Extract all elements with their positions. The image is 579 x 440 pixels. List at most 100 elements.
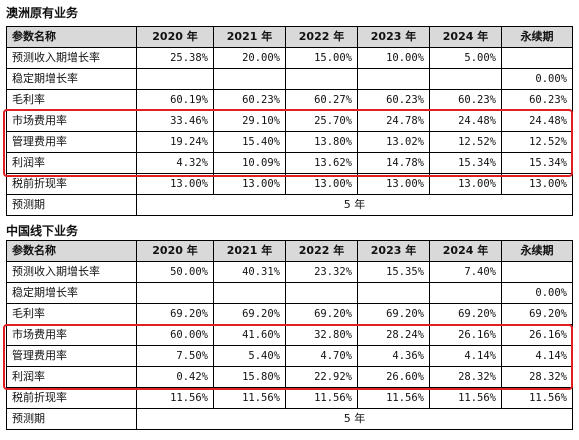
table-row-forecast: 预测期 5 年 (6, 194, 573, 216)
cell-value: 15.35% (357, 261, 430, 283)
header-year-2024: 2024 年 (429, 240, 502, 262)
cell-value: 25.38% (136, 47, 214, 69)
cell-value: 26.16% (429, 324, 502, 346)
table-header-row: 参数名称 2020 年 2021 年 2022 年 2023 年 2024 年 … (6, 240, 573, 262)
row-label: 预测期 (6, 194, 137, 216)
cell-value: 15.40% (213, 131, 286, 153)
cell-value: 0.00% (501, 282, 573, 304)
cell-value: 26.60% (357, 366, 430, 388)
parameter-table-china: 参数名称 2020 年 2021 年 2022 年 2023 年 2024 年 … (6, 240, 573, 430)
cell-value: 11.56% (136, 387, 214, 409)
cell-value: 13.00% (213, 173, 286, 195)
cell-value: 5.00% (429, 47, 502, 69)
cell-value: 26.16% (501, 324, 573, 346)
cell-value: 11.56% (357, 387, 430, 409)
header-year-2020: 2020 年 (136, 26, 214, 48)
cell-value (501, 47, 573, 69)
header-year-2021: 2021 年 (213, 240, 286, 262)
header-year-2023: 2023 年 (357, 26, 430, 48)
cell-value: 22.92% (285, 366, 358, 388)
cell-value: 7.50% (136, 345, 214, 367)
cell-value: 69.20% (213, 303, 286, 325)
table-header-row: 参数名称 2020 年 2021 年 2022 年 2023 年 2024 年 … (6, 26, 573, 48)
cell-value: 28.32% (429, 366, 502, 388)
cell-value: 4.32% (136, 152, 214, 174)
cell-value (429, 68, 502, 90)
cell-value: 41.60% (213, 324, 286, 346)
table-row: 税前折现率 13.00% 13.00% 13.00% 13.00% 13.00%… (6, 173, 573, 195)
cell-value (357, 282, 430, 304)
cell-value: 13.62% (285, 152, 358, 174)
cell-value: 14.78% (357, 152, 430, 174)
cell-value: 5.40% (213, 345, 286, 367)
cell-value: 11.56% (501, 387, 573, 409)
cell-value: 60.19% (136, 89, 214, 111)
table-row: 稳定期增长率 0.00% (6, 68, 573, 90)
cell-value (136, 68, 214, 90)
row-label: 预测收入期增长率 (6, 47, 137, 69)
cell-value: 60.23% (213, 89, 286, 111)
table-row: 预测收入期增长率 25.38% 20.00% 15.00% 10.00% 5.0… (6, 47, 573, 69)
cell-value: 15.80% (213, 366, 286, 388)
cell-value (501, 261, 573, 283)
row-label: 管理费用率 (6, 131, 137, 153)
table-row: 毛利率 69.20% 69.20% 69.20% 69.20% 69.20% 6… (6, 303, 573, 325)
table-row: 利润率 0.42% 15.80% 22.92% 26.60% 28.32% 28… (6, 366, 573, 388)
cell-value: 7.40% (429, 261, 502, 283)
row-label: 预测收入期增长率 (6, 261, 137, 283)
table-row: 税前折现率 11.56% 11.56% 11.56% 11.56% 11.56%… (6, 387, 573, 409)
header-perpetual: 永续期 (501, 240, 573, 262)
cell-value: 4.14% (501, 345, 573, 367)
cell-value (285, 68, 358, 90)
header-year-2020: 2020 年 (136, 240, 214, 262)
cell-value: 60.27% (285, 89, 358, 111)
cell-value: 29.10% (213, 110, 286, 132)
row-label: 稳定期增长率 (6, 68, 137, 90)
header-year-2023: 2023 年 (357, 240, 430, 262)
cell-value: 10.09% (213, 152, 286, 174)
cell-value: 0.42% (136, 366, 214, 388)
row-label: 市场费用率 (6, 324, 137, 346)
cell-value: 4.14% (429, 345, 502, 367)
cell-value (213, 68, 286, 90)
cell-value: 4.70% (285, 345, 358, 367)
row-label: 预测期 (6, 408, 137, 430)
row-label: 税前折现率 (6, 173, 137, 195)
cell-value: 69.20% (285, 303, 358, 325)
cell-value: 24.78% (357, 110, 430, 132)
cell-value: 69.20% (501, 303, 573, 325)
table-row: 毛利率 60.19% 60.23% 60.27% 60.23% 60.23% 6… (6, 89, 573, 111)
cell-value: 15.34% (429, 152, 502, 174)
cell-value: 13.00% (285, 173, 358, 195)
row-label: 毛利率 (6, 89, 137, 111)
table-row: 稳定期增长率 0.00% (6, 282, 573, 304)
cell-value: 20.00% (213, 47, 286, 69)
header-year-2022: 2022 年 (285, 240, 358, 262)
table-row: 市场费用率 33.46% 29.10% 25.70% 24.78% 24.48%… (6, 110, 573, 132)
cell-value: 25.70% (285, 110, 358, 132)
cell-value: 15.00% (285, 47, 358, 69)
cell-value: 60.23% (501, 89, 573, 111)
header-year-2024: 2024 年 (429, 26, 502, 48)
cell-value: 13.00% (357, 173, 430, 195)
cell-value: 13.02% (357, 131, 430, 153)
cell-value (136, 282, 214, 304)
cell-value: 12.52% (501, 131, 573, 153)
cell-value: 24.48% (501, 110, 573, 132)
forecast-period-value: 5 年 (136, 408, 573, 430)
cell-value (429, 282, 502, 304)
cell-value: 50.00% (136, 261, 214, 283)
cell-value (213, 282, 286, 304)
header-param-name: 参数名称 (6, 240, 137, 262)
cell-value: 15.34% (501, 152, 573, 174)
cell-value: 32.80% (285, 324, 358, 346)
cell-value: 13.00% (429, 173, 502, 195)
row-label: 税前折现率 (6, 387, 137, 409)
cell-value: 60.00% (136, 324, 214, 346)
table-row: 预测收入期增长率 50.00% 40.31% 23.32% 15.35% 7.4… (6, 261, 573, 283)
table-row: 管理费用率 7.50% 5.40% 4.70% 4.36% 4.14% 4.14… (6, 345, 573, 367)
cell-value: 13.80% (285, 131, 358, 153)
cell-value: 19.24% (136, 131, 214, 153)
cell-value: 11.56% (285, 387, 358, 409)
cell-value: 60.23% (429, 89, 502, 111)
